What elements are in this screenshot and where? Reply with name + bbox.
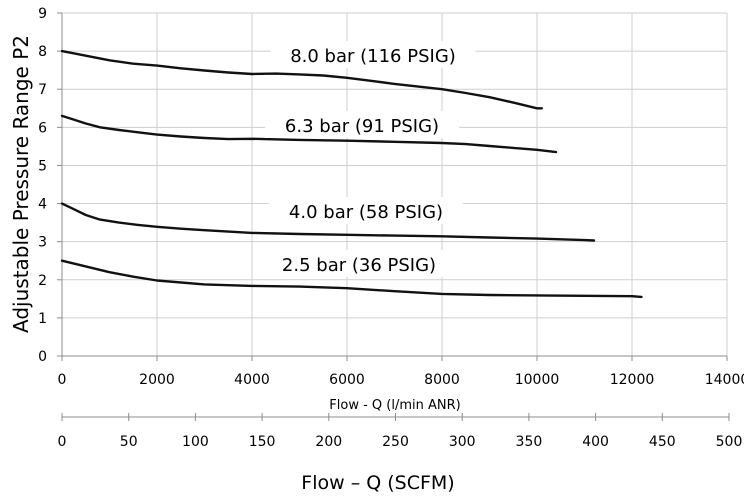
y-tick-label: 2 [38, 273, 47, 289]
series-line-3 [60, 259, 643, 299]
series-line-1 [60, 114, 558, 154]
y-tick-label: 0 [38, 349, 47, 365]
x-tick-label: 10000 [515, 372, 560, 388]
series-line-0 [60, 49, 543, 110]
secondary-x-tick-label: 300 [449, 434, 476, 450]
x-tick-label: 12000 [610, 372, 655, 388]
y-tick-label: 8 [38, 44, 47, 60]
secondary-x-tick-label: 250 [382, 434, 409, 450]
secondary-x-tick-label: 200 [315, 434, 342, 450]
y-tick-label: 1 [38, 311, 47, 327]
secondary-x-tick-label: 100 [182, 434, 209, 450]
series-label-bg [261, 250, 457, 277]
secondary-x-tick-label: 350 [516, 434, 543, 450]
series-label-bg [264, 111, 460, 138]
series-layer [60, 49, 643, 299]
x-tick-label: 2000 [139, 372, 175, 388]
label-layer: 8.0 bar (116 PSIG) 6.3 bar (91 PSIG) 4.0 b… [261, 41, 476, 277]
x-tick-label: 8000 [424, 372, 460, 388]
secondary-x-tick-label: 450 [649, 434, 676, 450]
series-label-1: 6.3 bar (91 PSIG) [285, 116, 439, 137]
secondary-x-tick-label: 500 [716, 434, 743, 450]
series-line-2 [60, 202, 596, 242]
series-label-bg [268, 197, 464, 224]
series-label-bg [270, 41, 476, 68]
y-tick-label: 5 [38, 158, 47, 174]
y-tick-label: 9 [38, 6, 47, 22]
x-axis-title: Flow - Q (l/min ANR) [329, 398, 460, 413]
series-label-3: 2.5 bar (36 PSIG) [282, 255, 436, 276]
y-tick-label: 3 [38, 235, 47, 251]
x-tick-label: 6000 [329, 372, 365, 388]
secondary-x-axis-title: Flow – Q (SCFM) [301, 472, 454, 494]
x-tick-label: 0 [58, 372, 67, 388]
secondary-x-tick-label: 0 [58, 434, 67, 450]
secondary-x-tick-label: 50 [120, 434, 138, 450]
y-tick-label: 6 [38, 120, 47, 136]
series-label-2: 4.0 bar (58 PSIG) [289, 202, 443, 223]
series-label-0: 8.0 bar (116 PSIG) [290, 46, 456, 67]
y-tick-label: 4 [38, 197, 47, 213]
secondary-x-tick-label: 400 [582, 434, 609, 450]
secondary-x-tick-label: 150 [249, 434, 276, 450]
y-axis-title: Adjustable Pressure Range P2 [9, 35, 33, 333]
x-tick-label: 4000 [234, 372, 270, 388]
y-tick-label: 7 [38, 82, 47, 98]
